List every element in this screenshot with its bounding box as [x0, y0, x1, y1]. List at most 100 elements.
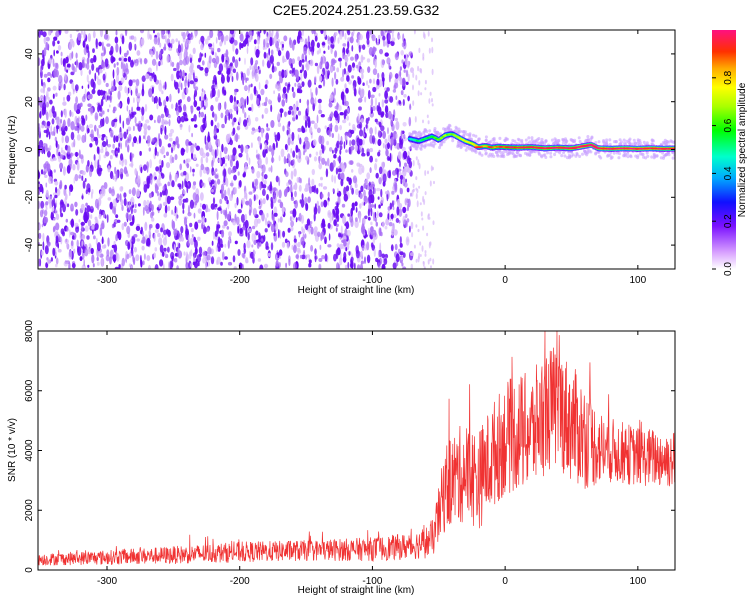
spectrogram-noise-blob: [344, 32, 347, 41]
spectrogram-track-halo: [474, 134, 478, 138]
spectrogram-noise-blob: [164, 234, 167, 240]
spectrogram-track-halo: [628, 137, 632, 141]
spectrogram-noise-blob: [242, 109, 245, 114]
spectrogram-noise-blob: [366, 241, 370, 251]
spectrogram-noise-blob: [244, 112, 247, 119]
spectrogram-noise-blob: [372, 86, 377, 93]
spectrogram-noise-blob: [248, 198, 253, 208]
spectrogram-noise-blob: [305, 61, 310, 71]
spectrogram-noise-blob: [222, 209, 226, 216]
spectrogram-noise-blob: [68, 188, 71, 197]
spectrogram-noise-blob: [342, 215, 347, 225]
spectrogram-noise-blob: [198, 57, 201, 63]
spectrogram-track-halo: [617, 156, 621, 160]
spectrogram-noise-blob: [159, 203, 162, 209]
spectrogram-noise-blob: [406, 155, 411, 165]
spectrogram-noise-blob: [148, 230, 151, 235]
spectrogram-noise-blob: [244, 166, 249, 170]
spectrogram-noise-blob: [176, 70, 181, 80]
spectrogram-noise-blob: [393, 229, 398, 236]
spectrogram-noise-blob: [233, 96, 236, 102]
spectrogram-noise-blob: [148, 147, 151, 152]
spectrogram-noise-blob: [379, 48, 383, 55]
spectrogram-track-halo: [639, 152, 642, 156]
spectrogram-noise-blob: [281, 43, 284, 48]
spectrogram-noise-blob: [50, 178, 54, 184]
spectrogram-noise-blob: [155, 166, 160, 172]
spectrogram-noise-blob: [140, 30, 144, 34]
spectrogram-track-halo: [636, 156, 640, 160]
spectrogram-track-halo: [546, 151, 550, 155]
spectrogram-noise-blob: [103, 182, 108, 190]
spectrogram-noise-blob: [299, 177, 302, 184]
spectrogram-noise-blob: [99, 104, 102, 113]
colorbar-tick-label: 0.0: [723, 262, 734, 276]
spectrogram-noise-blob: [80, 203, 85, 211]
spectrogram-noise-blob: [106, 214, 109, 223]
spectrogram-noise-blob: [246, 68, 250, 77]
spectrogram-noise-blob: [427, 30, 430, 37]
spectrogram-noise-blob: [237, 134, 240, 140]
y-tick-label: 4000: [24, 439, 35, 462]
spectrogram-noise-blob: [323, 50, 326, 54]
spectrogram-noise-blob: [64, 184, 67, 190]
spectrogram-noise-blob: [211, 179, 215, 185]
spectrogram-noise-blob: [402, 266, 407, 269]
spectrogram-noise-blob: [95, 67, 99, 73]
spectrogram-noise-blob: [333, 110, 339, 118]
spectrogram-noise-blob: [390, 244, 394, 252]
spectrogram-noise-blob: [44, 216, 49, 224]
spectrogram-track-halo: [564, 141, 568, 146]
spectrogram-noise-blob: [168, 132, 173, 137]
spectrogram-noise-blob: [138, 120, 142, 126]
spectrogram-track-halo: [451, 139, 455, 143]
spectrogram-noise-blob: [90, 205, 94, 210]
spectrogram-noise-blob: [364, 215, 368, 220]
spectrogram-noise-blob: [416, 200, 419, 208]
spectrogram-noise-blob: [206, 254, 211, 261]
spectrogram-noise-blob: [142, 260, 145, 266]
spectrogram-noise-blob: [322, 186, 328, 190]
spectrogram-noise-blob: [116, 193, 120, 199]
spectrogram-noise-blob: [268, 167, 272, 172]
spectrogram-noise-blob: [356, 264, 361, 269]
spectrogram-noise-blob: [112, 69, 115, 79]
spectrogram-noise-blob: [304, 233, 307, 239]
spectrogram-noise-blob: [402, 168, 407, 177]
spectrogram-noise-blob: [41, 145, 44, 155]
spectrogram-noise-blob: [203, 90, 206, 94]
spectrogram-noise-blob: [80, 68, 83, 77]
spectrogram-noise-blob: [199, 179, 203, 189]
spectrogram-noise-blob: [287, 227, 291, 233]
spectrogram-noise-blob: [426, 232, 429, 237]
spectrogram-noise-blob: [108, 187, 112, 194]
spectrogram-noise-blob: [96, 127, 99, 137]
y-tick-label: -20: [24, 190, 35, 205]
spectrogram-noise-blob: [308, 41, 311, 49]
spectrogram-noise-blob: [97, 252, 101, 257]
spectrogram-noise-blob: [429, 257, 432, 262]
spectrogram-noise-blob: [376, 78, 380, 87]
spectrogram-noise-blob: [118, 264, 121, 269]
spectrogram-noise-blob: [139, 150, 142, 156]
spectrogram-noise-blob: [372, 46, 376, 55]
spectrogram-noise-blob: [257, 45, 260, 50]
spectrogram-noise-blob: [414, 116, 417, 123]
spectrogram-track-peak: [556, 146, 566, 149]
spectrogram-noise-blob: [205, 152, 210, 157]
spectrogram-track-halo: [408, 146, 412, 150]
spectrogram-track-peak: [623, 147, 629, 150]
spectrogram-noise-blob: [112, 254, 117, 262]
spectrogram-noise-blob: [167, 30, 170, 35]
spectrogram-noise-blob: [294, 182, 298, 191]
spectrogram-noise-blob: [135, 254, 140, 262]
spectrogram-noise-blob: [271, 30, 274, 37]
spectrogram-noise-blob: [64, 238, 69, 244]
spectrogram-noise-blob: [75, 225, 80, 233]
spectrogram-noise-blob: [210, 203, 215, 210]
spectrogram-noise-blob: [178, 184, 182, 190]
spectrogram-noise-blob: [150, 212, 154, 219]
spectrogram-noise-blob: [138, 135, 142, 144]
spectrogram-noise-blob: [316, 114, 319, 124]
spectrogram-noise-blob: [314, 255, 317, 263]
